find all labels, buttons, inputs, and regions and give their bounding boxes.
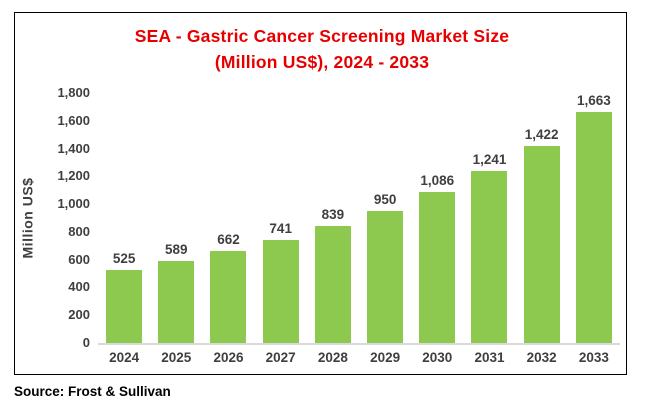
bar-2027 xyxy=(262,240,299,343)
x-axis-tick-label: 2026 xyxy=(213,350,244,365)
chart-title: SEA - Gastric Cancer Screening Market Si… xyxy=(14,23,630,75)
y-axis-tick-label: 800 xyxy=(68,223,90,239)
y-axis-title: Million US$ xyxy=(19,177,36,259)
bar-value-label: 589 xyxy=(165,242,188,258)
chart-title-line-1: SEA - Gastric Cancer Screening Market Si… xyxy=(134,26,510,46)
x-axis-tick-label: 2029 xyxy=(370,350,401,365)
bar-slot-2032: 1,422 xyxy=(516,93,568,343)
chart-title-line-2: (Million US$), 2024 - 2033 xyxy=(214,52,430,72)
bar-slot-2027: 741 xyxy=(255,93,307,343)
bar-2033 xyxy=(575,112,612,343)
x-axis-tick-label: 2033 xyxy=(578,350,609,365)
y-axis-tick-label: 1,800 xyxy=(57,85,90,100)
bar-value-label: 839 xyxy=(321,207,345,223)
y-axis-tick-label: 1,600 xyxy=(57,112,90,128)
bar-value-label: 741 xyxy=(269,221,292,237)
bar-slot-2026: 662 xyxy=(202,93,254,343)
bar-2032 xyxy=(523,145,560,343)
bar-slot-2028: 839 xyxy=(307,93,359,343)
y-axis-tick-label: 200 xyxy=(68,307,90,323)
x-axis-tick-label: 2032 xyxy=(526,350,557,365)
bar-2028 xyxy=(314,226,351,343)
bar-2029 xyxy=(367,211,404,343)
x-axis-ticks: 2024 2025 2026 2027 2028 2029 2030 2031 2032 2033 xyxy=(98,350,620,368)
y-axis-tick-label: 400 xyxy=(68,279,90,295)
bar-2030 xyxy=(419,192,456,343)
bar-slot-2033: 1,663 xyxy=(568,93,620,343)
x-axis-tick-label: 2025 xyxy=(161,350,192,365)
bar-slot-2031: 1,241 xyxy=(463,93,515,343)
bar-value-label: 950 xyxy=(373,192,397,208)
plot-area: 525 589 662 741 839 950 1,086 1,241 1,422 1,663 xyxy=(98,93,620,345)
x-axis-tick-label: 2030 xyxy=(422,350,453,365)
x-axis-tick-label: 2024 xyxy=(109,350,140,365)
y-axis-tick-label: 1,200 xyxy=(57,168,90,184)
bar-value-label: 1,086 xyxy=(420,173,455,189)
bar-2025 xyxy=(158,261,195,343)
x-axis-tick-label: 2027 xyxy=(265,350,296,365)
bar-2024 xyxy=(106,270,143,343)
y-axis-tick-label: 0 xyxy=(82,335,90,350)
x-axis-tick-label: 2028 xyxy=(317,350,348,365)
bar-slot-2025: 589 xyxy=(150,93,202,343)
y-axis-tick-label: 1,000 xyxy=(57,196,90,212)
bar-slot-2030: 1,086 xyxy=(411,93,463,343)
y-axis-tick-label: 1,400 xyxy=(57,140,90,156)
x-axis-tick-label: 2031 xyxy=(474,350,505,365)
bar-value-label: 1,422 xyxy=(524,126,559,142)
source-note: Source: Frost & Sullivan xyxy=(14,384,171,399)
bar-slot-2029: 950 xyxy=(359,93,411,343)
bar-value-label: 662 xyxy=(217,232,240,248)
bar-slot-2024: 525 xyxy=(98,93,150,343)
bar-2026 xyxy=(210,251,247,343)
bar-value-label: 525 xyxy=(112,251,136,267)
bar-value-label: 1,663 xyxy=(576,93,611,109)
bar-value-label: 1,241 xyxy=(472,151,507,167)
y-axis-tick-label: 600 xyxy=(68,251,90,267)
bar-2031 xyxy=(471,170,508,343)
